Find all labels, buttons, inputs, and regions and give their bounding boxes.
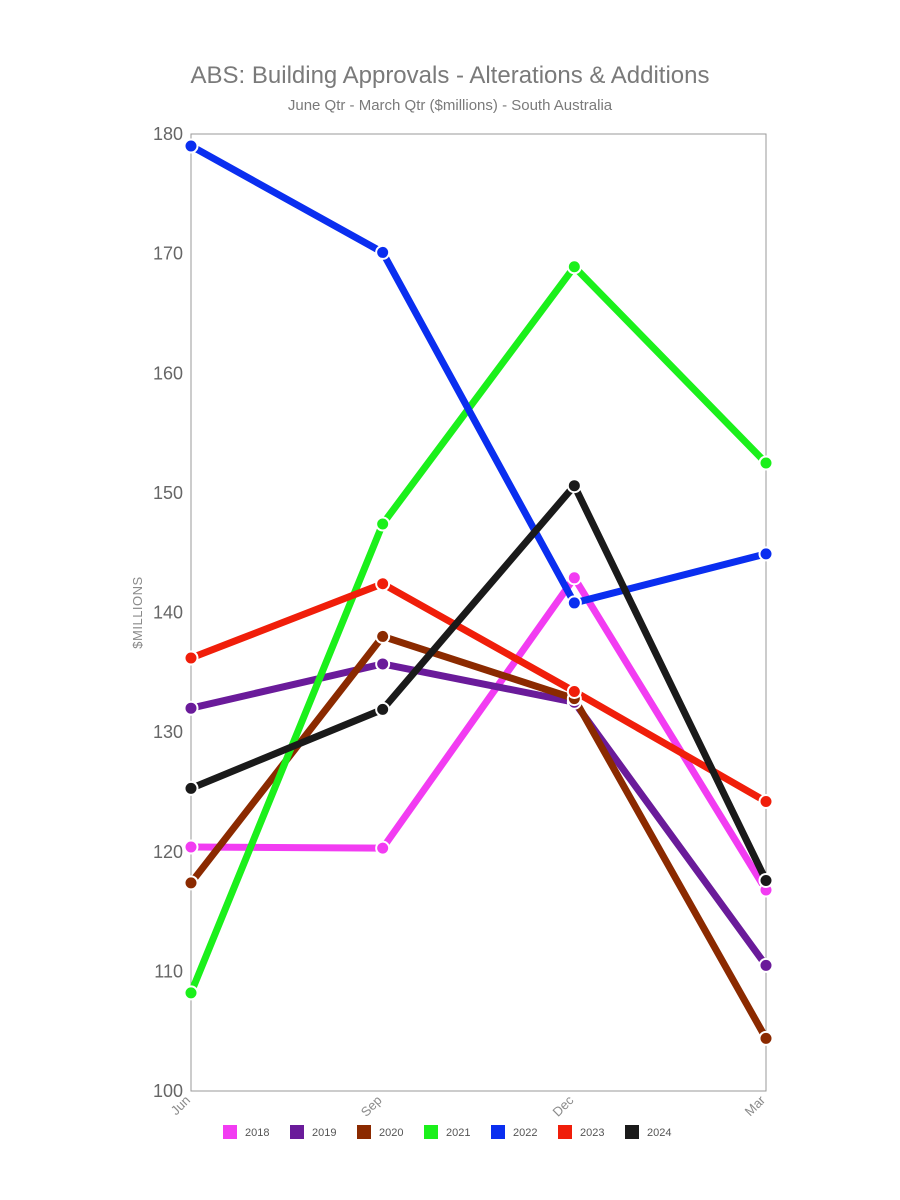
y-axis-label: $MILLIONS <box>130 576 145 648</box>
y-tick-label: 100 <box>153 1081 183 1101</box>
legend-label-2021: 2021 <box>446 1127 470 1139</box>
data-point-2020 <box>375 628 391 644</box>
data-point-2024 <box>758 872 774 888</box>
legend-swatch-2024 <box>625 1125 639 1139</box>
legend-label-2023: 2023 <box>580 1127 604 1139</box>
data-point-2021 <box>375 516 391 532</box>
data-point-2022 <box>758 546 774 562</box>
series-line-2021 <box>187 263 770 997</box>
legend-swatch-2021 <box>424 1125 438 1139</box>
data-point-2021 <box>758 455 774 471</box>
y-tick-label: 130 <box>153 722 183 742</box>
legend-swatch-2022 <box>491 1125 505 1139</box>
data-point-2023 <box>566 683 582 699</box>
legend-swatch-2023 <box>558 1125 572 1139</box>
data-point-2023 <box>758 794 774 810</box>
data-point-2018 <box>375 840 391 856</box>
x-tick-label: Dec <box>549 1092 576 1119</box>
legend-swatch-2019 <box>290 1125 304 1139</box>
y-tick-label: 140 <box>153 603 183 623</box>
data-point-2022 <box>566 595 582 611</box>
series-line-2019 <box>187 660 770 969</box>
y-tick-label: 180 <box>153 124 183 144</box>
data-point-2024 <box>183 780 199 796</box>
data-point-2024 <box>566 478 582 494</box>
data-point-2018 <box>183 839 199 855</box>
x-tick-label: Mar <box>742 1092 769 1119</box>
legend-label-2018: 2018 <box>245 1127 269 1139</box>
legend-swatch-2018 <box>223 1125 237 1139</box>
x-tick-label: Sep <box>358 1093 385 1120</box>
legend-label-2024: 2024 <box>647 1127 671 1139</box>
legend-swatch-2020 <box>357 1125 371 1139</box>
y-tick-label: 120 <box>153 842 183 862</box>
data-point-2020 <box>758 1030 774 1046</box>
y-tick-label: 170 <box>153 244 183 264</box>
data-point-2020 <box>183 875 199 891</box>
data-point-2024 <box>375 701 391 717</box>
y-tick-label: 160 <box>153 363 183 383</box>
data-point-2018 <box>566 570 582 586</box>
data-point-2022 <box>375 244 391 260</box>
data-point-2021 <box>566 259 582 275</box>
data-point-2019 <box>183 700 199 716</box>
data-point-2019 <box>758 957 774 973</box>
chart-subtitle: June Qtr - March Qtr ($millions) - South… <box>287 97 613 114</box>
y-tick-label: 150 <box>153 483 183 503</box>
y-tick-label: 110 <box>154 961 183 981</box>
series-line-2023 <box>187 580 770 806</box>
chart-title: ABS: Building Approvals - Alterations & … <box>190 62 710 89</box>
legend-label-2019: 2019 <box>312 1127 336 1139</box>
data-point-2022 <box>183 138 199 154</box>
data-point-2023 <box>183 650 199 666</box>
legend-label-2020: 2020 <box>379 1127 403 1139</box>
plot-area-frame <box>190 133 767 1092</box>
legend-label-2022: 2022 <box>513 1127 537 1139</box>
series-line-2018 <box>187 574 770 894</box>
series-line-2024 <box>187 482 770 884</box>
series-line-2022 <box>187 142 770 607</box>
data-point-2021 <box>183 985 199 1001</box>
data-point-2023 <box>375 576 391 592</box>
data-point-2019 <box>375 656 391 672</box>
